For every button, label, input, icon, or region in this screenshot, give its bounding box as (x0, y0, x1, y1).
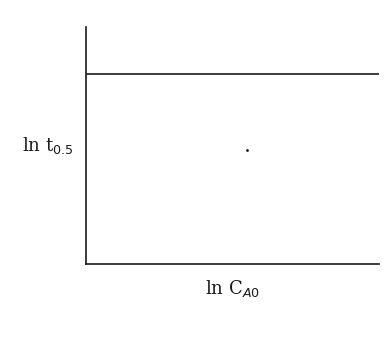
X-axis label: ln C$_{A0}$: ln C$_{A0}$ (205, 277, 260, 298)
Text: ln t$_{0.5}$: ln t$_{0.5}$ (22, 135, 73, 156)
